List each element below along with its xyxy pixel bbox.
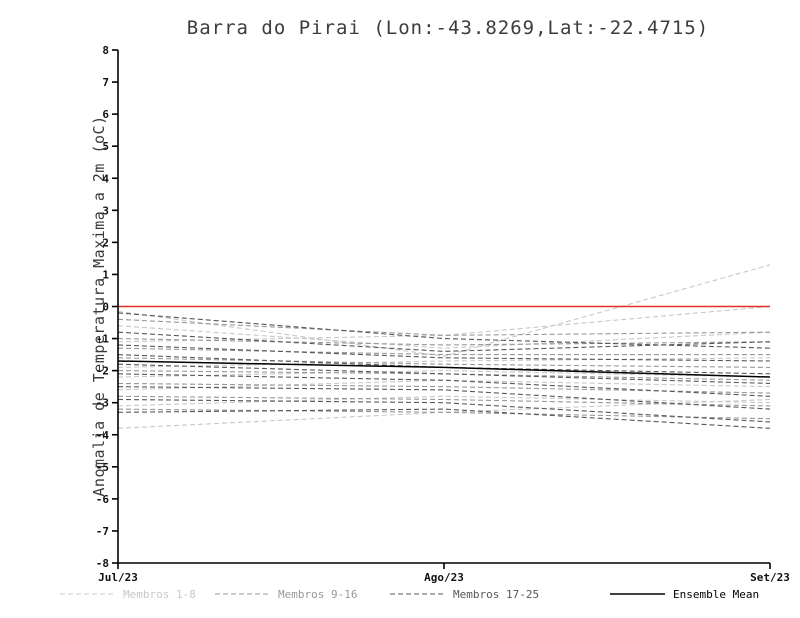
y-tick-label: -3 <box>96 397 109 410</box>
y-tick-label: -4 <box>96 429 110 442</box>
y-tick-label: 8 <box>102 44 109 57</box>
ensemble-member-line <box>117 363 771 384</box>
x-tick-label: Jul/23 <box>98 571 138 584</box>
ensemble-mean-line <box>117 360 771 378</box>
y-tick-label: -6 <box>96 493 110 506</box>
y-tick-label: 2 <box>102 236 109 249</box>
ensemble-member-line <box>117 325 771 349</box>
y-tick-label: 7 <box>102 76 109 89</box>
ensemble-member-line <box>117 395 771 407</box>
ensemble-member-line <box>117 379 771 391</box>
ensemble-member-line <box>117 398 771 429</box>
y-tick-label: 0 <box>102 301 109 314</box>
y-tick-label: 5 <box>102 140 109 153</box>
y-tick-label: 1 <box>102 268 109 281</box>
ensemble-member-line <box>117 398 771 423</box>
legend-label: Membros 1-8 <box>123 588 196 601</box>
ensemble-member-line <box>117 344 771 362</box>
ensemble-member-line <box>117 370 771 381</box>
x-tick-label: Set/23 <box>750 571 790 584</box>
ensemble-member-line <box>117 408 771 420</box>
legend-label: Membros 17-25 <box>453 588 539 601</box>
legend: Membros 1-8 Membros 9-16 Membros 17-25 Ense… <box>60 588 759 601</box>
ensemble-member-line <box>117 386 771 410</box>
y-tick-label: -8 <box>96 557 109 570</box>
y-tick-label: 6 <box>102 108 109 121</box>
ensemble-member-line <box>117 357 771 368</box>
ensemble-member-line <box>117 382 771 394</box>
ensemble-member-line <box>117 318 771 336</box>
ensemble-member-line <box>117 373 771 397</box>
ensemble-member-line <box>117 331 771 352</box>
ensemble-member-line <box>117 354 771 375</box>
ensemble-member-line <box>117 370 771 378</box>
y-tick-label: -2 <box>96 365 109 378</box>
ensemble-member-line <box>117 395 771 407</box>
y-tick-label: -1 <box>96 333 110 346</box>
y-tick-label: -5 <box>96 461 109 474</box>
y-axis-label: Anomalia de Temperatura Maxima a 2m (oC) <box>90 115 108 496</box>
y-tick-label: 4 <box>102 172 109 185</box>
chart-title: Barra do Pirai (Lon:-43.8269,Lat:-22.471… <box>187 17 709 39</box>
x-tick-label: Ago/23 <box>424 571 464 584</box>
ensemble-member-line <box>117 264 771 357</box>
plot-area <box>117 264 771 429</box>
legend-label: Ensemble Mean <box>673 588 759 601</box>
ensemble-member-line <box>117 347 770 356</box>
ensemble-member-line <box>117 408 771 429</box>
ensemble-member-line <box>117 338 771 346</box>
ensemble-member-line <box>117 305 771 343</box>
legend-label: Membros 9-16 <box>278 588 357 601</box>
ensemble-member-line <box>117 357 771 368</box>
y-tick-label: 3 <box>102 204 109 217</box>
y-tick-label: -7 <box>96 525 109 538</box>
ensemble-member-line <box>117 312 771 349</box>
